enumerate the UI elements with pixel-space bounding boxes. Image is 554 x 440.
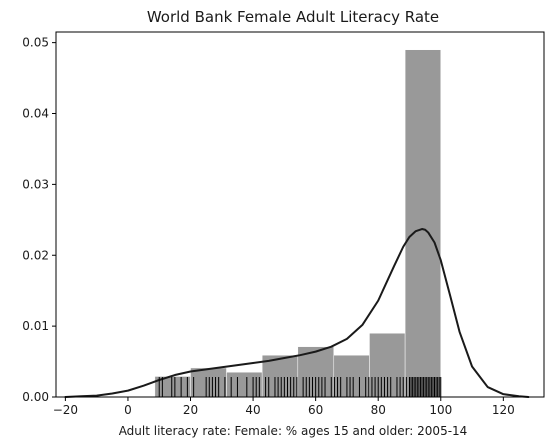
chart-title: World Bank Female Adult Literacy Rate bbox=[147, 8, 439, 26]
histogram-bar bbox=[404, 49, 442, 398]
histogram-bar bbox=[226, 371, 263, 398]
y-tick-label: 0.00 bbox=[22, 390, 49, 404]
plot-area: −20 0 20 40 60 80 100 120 0.00 0.01 0.02 0.03 0.04 0.… bbox=[22, 31, 545, 417]
y-tick-label: 0.02 bbox=[22, 248, 49, 262]
histogram-bar bbox=[333, 354, 370, 398]
histogram-bar bbox=[261, 354, 299, 398]
x-tick-label: 20 bbox=[183, 403, 198, 417]
histogram-bar bbox=[190, 367, 227, 398]
y-tick-label: 0.05 bbox=[22, 36, 49, 50]
x-tick-label: 100 bbox=[429, 403, 452, 417]
x-tick-label: 80 bbox=[371, 403, 386, 417]
y-tick-label: 0.01 bbox=[22, 319, 49, 333]
x-tick-label: 120 bbox=[492, 403, 515, 417]
x-tick-label: 60 bbox=[308, 403, 323, 417]
x-axis-label: Adult literacy rate: Female: % ages 15 a… bbox=[119, 424, 468, 438]
y-tick-label: 0.04 bbox=[22, 107, 49, 121]
axes-frame bbox=[55, 31, 545, 398]
x-tick-label: 40 bbox=[245, 403, 260, 417]
x-tick-label: 0 bbox=[124, 403, 132, 417]
y-tick-label: 0.03 bbox=[22, 177, 49, 191]
x-tick-label: −20 bbox=[53, 403, 78, 417]
